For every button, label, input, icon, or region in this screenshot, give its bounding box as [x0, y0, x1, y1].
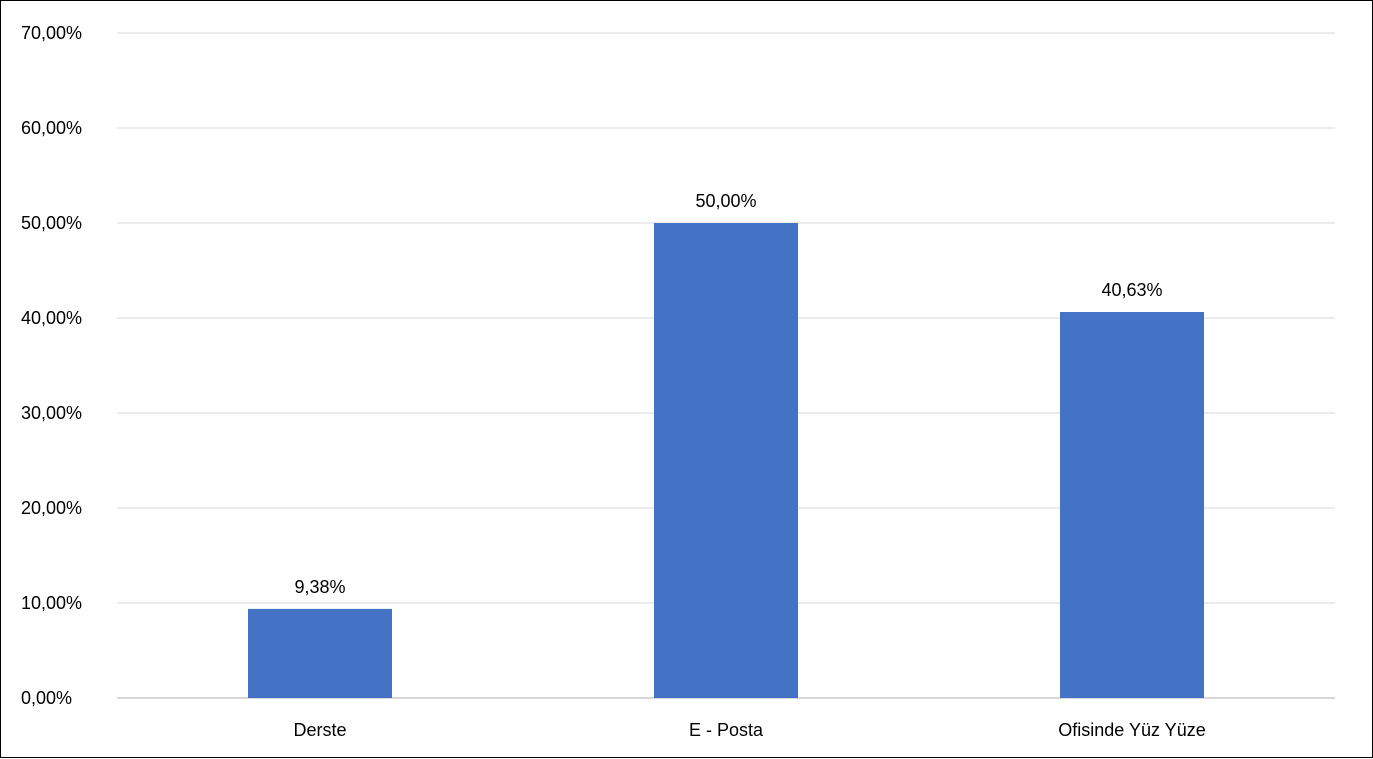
bars [248, 223, 1204, 698]
y-axis-tick-labels: 0,00% 10,00% 20,00% 30,00% 40,00% 50,00% 60,00… [21, 23, 82, 708]
bar [654, 223, 798, 698]
y-tick-label: 20,00% [21, 498, 82, 518]
bar [248, 608, 392, 698]
bar [1060, 312, 1204, 698]
y-tick-label: 30,00% [21, 403, 82, 423]
y-tick-label: 0,00% [21, 688, 72, 708]
y-tick-label: 60,00% [21, 118, 82, 138]
data-labels: 9,38% 50,00% 40,63% [294, 191, 1162, 597]
y-tick-label: 50,00% [21, 213, 82, 233]
data-label: 9,38% [294, 577, 345, 597]
y-tick-label: 40,00% [21, 308, 82, 328]
category-label: Derste [293, 720, 346, 740]
data-label: 50,00% [695, 191, 756, 211]
y-tick-label: 70,00% [21, 23, 82, 43]
x-axis-category-labels: Derste E - Posta Ofisinde Yüz Yüze [293, 720, 1205, 740]
y-tick-label: 10,00% [21, 593, 82, 613]
category-label: E - Posta [689, 720, 764, 740]
category-label: Ofisinde Yüz Yüze [1058, 720, 1205, 740]
data-label: 40,63% [1101, 280, 1162, 300]
